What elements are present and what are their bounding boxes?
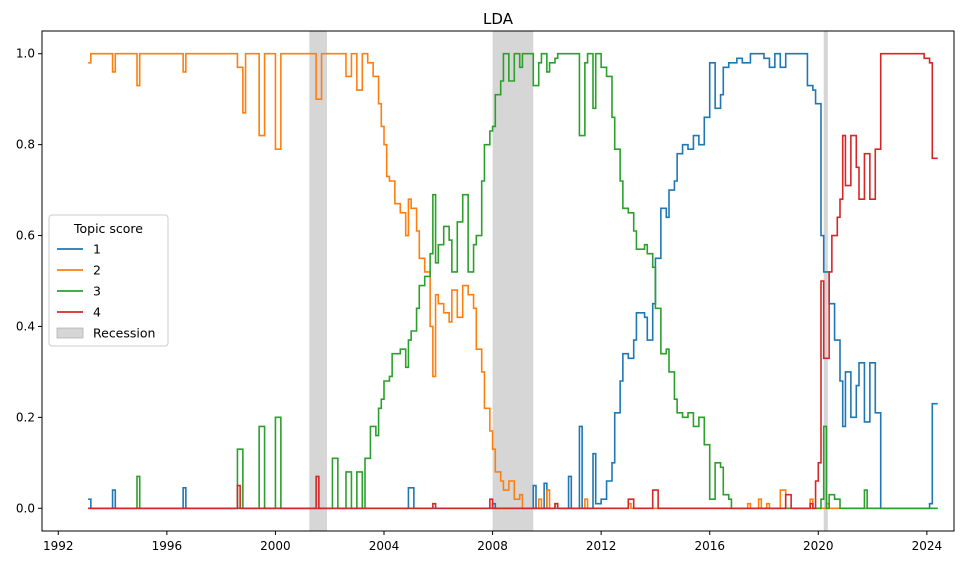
x-tick-label: 2012 [586,539,617,553]
plot-frame [41,30,955,532]
recession-bands [309,31,828,531]
y-tick-label: 0.6 [16,229,35,243]
series-line-1 [88,52,938,510]
y-axis: 0.0 0.2 0.4 0.6 0.8 1.0 [16,47,42,515]
legend-title: Topic score [73,221,143,236]
legend-label-2: 2 [93,263,101,278]
x-tick-label: 1996 [152,539,183,553]
legend-label-3: 3 [93,284,101,299]
y-tick-label: 1.0 [16,47,35,61]
y-tick-label: 0.0 [16,501,35,515]
legend: Topic score 1 2 3 4 Recession [48,214,169,347]
y-tick-label: 0.2 [16,410,35,424]
recession-band-1 [309,31,327,531]
x-tick-label: 2004 [369,539,400,553]
x-axis: 1992 1996 2000 2004 2008 2012 2016 2020 2024 [43,531,942,553]
legend-box [48,214,169,347]
y-tick-label: 0.8 [16,138,35,152]
series-line-3 [88,52,938,510]
legend-label-1: 1 [93,242,101,257]
recession-band-2 [492,31,534,531]
legend-label-4: 4 [93,305,101,320]
x-tick-label: 2020 [803,539,834,553]
x-tick-label: 1992 [43,539,74,553]
y-tick-label: 0.4 [16,319,35,333]
x-tick-label: 2016 [694,539,725,553]
chart-title: LDA [483,10,514,28]
legend-swatch-recession [56,327,84,339]
recession-band-3 [823,31,828,531]
x-tick-label: 2000 [260,539,291,553]
legend-label-recession: Recession [93,326,155,341]
x-tick-label: 2024 [912,539,943,553]
series-lines [88,52,938,510]
x-tick-label: 2008 [477,539,508,553]
series-line-4 [88,52,938,510]
